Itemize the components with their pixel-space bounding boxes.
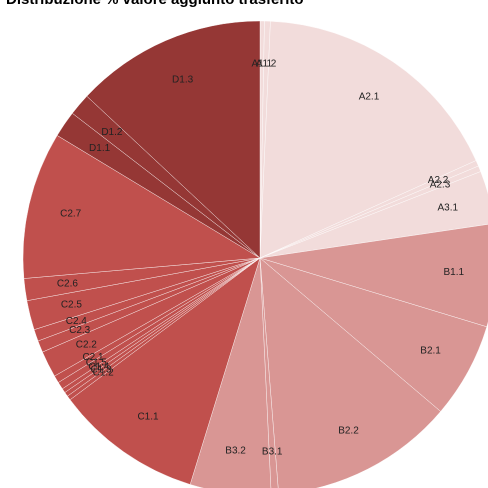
pie-label-b2-2: B2.2 — [338, 426, 359, 437]
pie-label-c1-3: C1.3 — [90, 364, 112, 375]
pie-label-b3-1: B3.1 — [262, 447, 283, 458]
pie-slices — [22, 20, 488, 488]
pie-label-c2-7: C2.7 — [60, 209, 82, 220]
pie-slice-a3-1 — [259, 171, 488, 259]
pie-label-b1-1: B1.1 — [444, 267, 465, 278]
pie-slice-d1-3 — [86, 20, 261, 259]
pie-label-c1-2: C1.2 — [93, 367, 115, 378]
pie-labels: A1.1A1.2 A2.1 A2.2A2.3 A3.1 B1.1 B2.1 B2.2 B3.1… — [57, 58, 465, 457]
pie-slice-c1-1 — [69, 257, 261, 485]
pie-slice-b2-2 — [259, 257, 441, 488]
pie-label-b3-2: B3.2 — [225, 445, 246, 456]
pie-label-c2-4: C2.4 — [66, 316, 88, 327]
pie-slice-b1-1 — [259, 224, 488, 328]
pie-label-a3-1: A3.1 — [438, 203, 459, 214]
pie-label-c2-5: C2.5 — [61, 300, 83, 311]
pie-label-c2-6: C2.6 — [57, 279, 79, 290]
pie-label-a2-1: A2.1 — [359, 92, 380, 103]
pie-label-a1-2: A1.2 — [256, 58, 277, 69]
pie-label-a2-2: A2.2 — [428, 175, 449, 186]
pie-label-c1-1: C1.1 — [137, 411, 159, 422]
pie-slice-a2-1 — [259, 21, 477, 259]
pie-label-d1-3: D1.3 — [172, 74, 194, 85]
pie-label-b2-1: B2.1 — [420, 346, 441, 357]
chart-title: Distribuzione % valore aggiunto trasferi… — [0, 0, 488, 8]
pie-label-c2-2: C2.2 — [76, 340, 98, 351]
pie-label-a2-3: A2.3 — [430, 179, 451, 190]
pie-label-c2-3: C2.3 — [69, 325, 91, 336]
pie-label-c1-5: C1.5 — [86, 357, 108, 368]
pie-label-a1-1: A1.1 — [252, 58, 273, 69]
pie-label-c2-1: C2.1 — [82, 352, 104, 363]
pie-slice-b3-1 — [259, 257, 279, 488]
pie-label-d1-2: D1.2 — [101, 127, 123, 138]
pie-label-d1-1: D1.1 — [89, 143, 111, 154]
pie-slice-c2-7 — [22, 135, 261, 279]
pie-label-c1-4: C1.4 — [88, 361, 110, 372]
